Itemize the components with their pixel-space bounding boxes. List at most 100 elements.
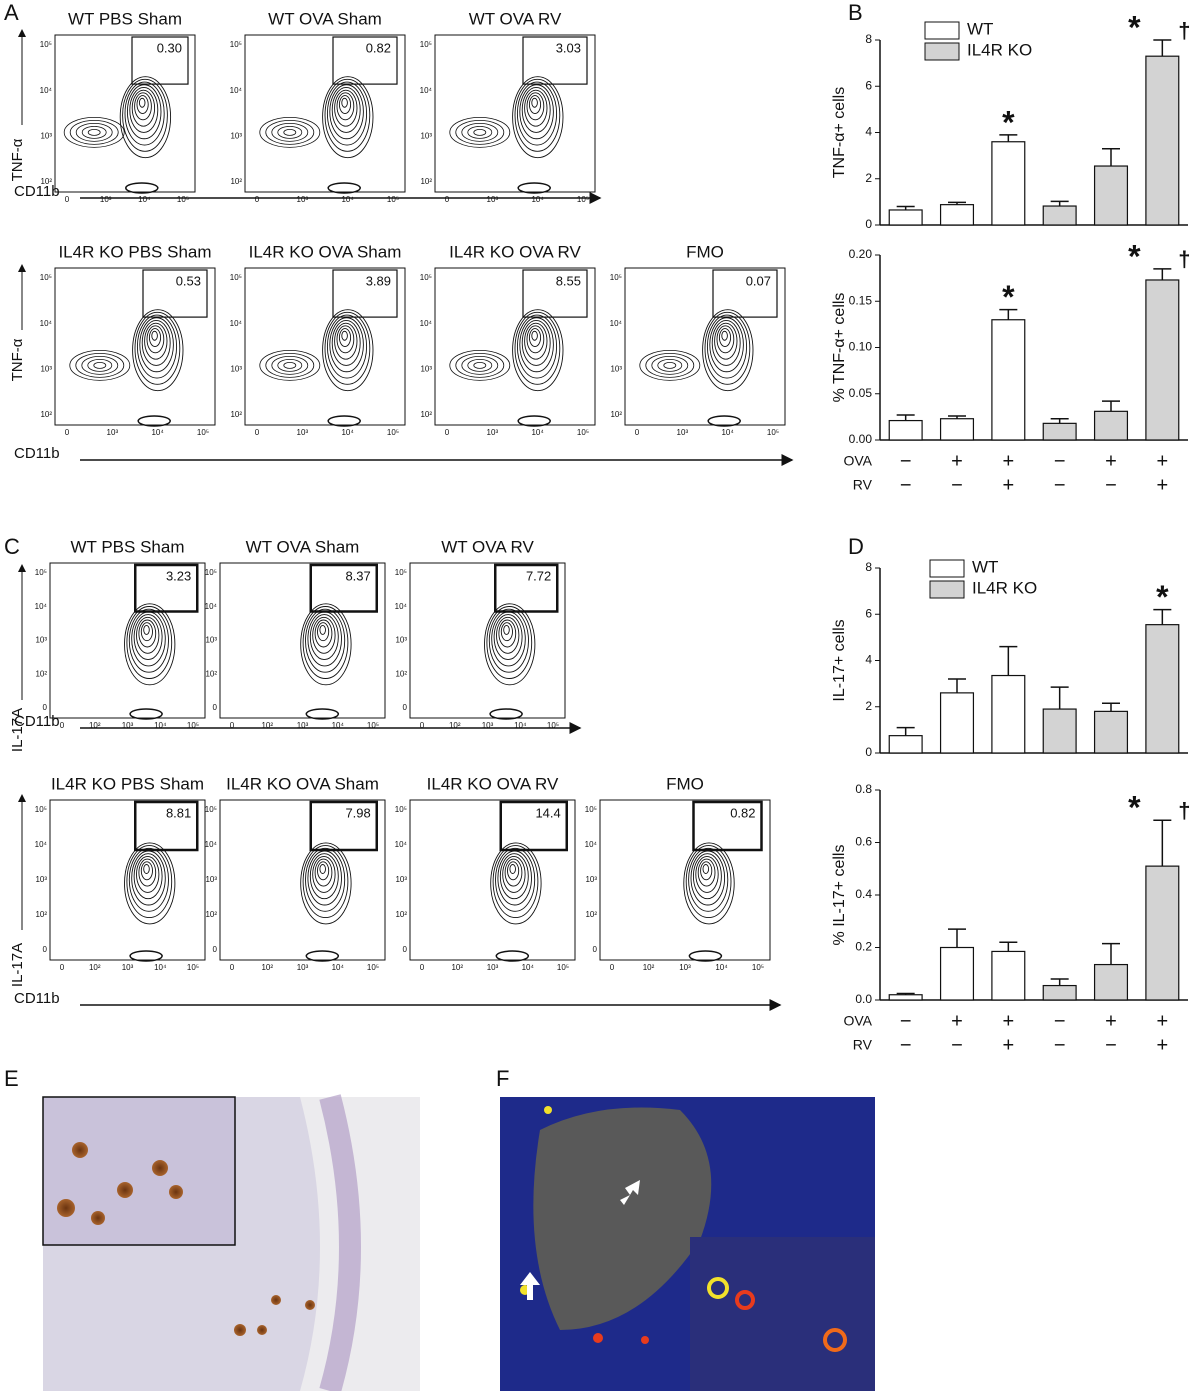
y-tick-label: 0	[43, 703, 48, 712]
condition-label: RV	[853, 1037, 873, 1053]
contour	[526, 92, 545, 121]
y-tick-label: 10³	[230, 131, 242, 140]
contour	[685, 845, 732, 919]
x-tick-label: 0	[230, 963, 235, 972]
contour	[496, 616, 520, 654]
bar	[1042, 422, 1077, 441]
x-tick-label: 10²	[89, 721, 101, 730]
x-tick-label: 10²	[261, 963, 273, 972]
plot-frame	[49, 799, 206, 961]
contour	[125, 182, 159, 194]
gate-value: 8.37	[345, 568, 370, 583]
contour	[124, 603, 176, 686]
contour	[502, 855, 526, 893]
contour	[521, 86, 551, 133]
plot-title: IL4R KO PBS Sham	[51, 774, 204, 793]
contour	[514, 78, 561, 152]
y-tick-label: 10²	[40, 410, 52, 419]
gate	[499, 800, 568, 852]
contour	[331, 319, 361, 366]
contour	[514, 311, 561, 385]
x-tick-label: 10⁴	[341, 195, 354, 204]
legend-swatch	[924, 42, 960, 61]
contour	[517, 182, 551, 194]
x-tick-label: 10⁴	[531, 195, 544, 204]
y-tick-label: 10³	[35, 636, 47, 645]
contour	[265, 119, 315, 145]
micrograph-f	[500, 1097, 875, 1391]
y-tick-label: 0	[43, 945, 48, 954]
x-tick-label: 10³	[679, 963, 691, 972]
legend-swatch	[929, 559, 965, 578]
annotation: *	[1002, 279, 1015, 315]
contour	[136, 95, 149, 114]
y-tick-label: 0.6	[855, 835, 872, 849]
panel-label: F	[496, 1066, 509, 1091]
contour	[449, 116, 511, 148]
x-tick-label: 10⁵	[367, 721, 379, 730]
y-tick-label: 10⁵	[35, 568, 47, 577]
contour	[461, 355, 499, 375]
contour	[517, 415, 551, 427]
y-tick-label: 10⁴	[420, 319, 433, 328]
contour	[473, 128, 487, 136]
y-tick-label: 10⁵	[395, 805, 407, 814]
contour	[495, 847, 536, 912]
y-tick-label: 10²	[610, 410, 622, 419]
x-tick-label: 10³	[122, 721, 134, 730]
contour	[319, 864, 326, 874]
condition-sign: +	[1105, 450, 1117, 472]
contour	[702, 309, 754, 392]
contour	[136, 855, 160, 893]
gate	[522, 269, 588, 318]
gate	[134, 563, 199, 613]
gate	[332, 36, 398, 85]
panel-label: A	[4, 0, 19, 25]
y-tick-label: 10²	[420, 177, 432, 186]
bar	[1042, 708, 1077, 754]
y-tick-label: 10³	[610, 364, 622, 373]
contour	[132, 309, 184, 392]
bar	[1145, 279, 1180, 441]
x-tick-label: 0	[420, 721, 425, 730]
contour	[259, 116, 321, 148]
bar	[939, 692, 975, 754]
contour	[489, 708, 523, 720]
contour	[317, 622, 330, 642]
contour	[126, 845, 173, 919]
contour	[499, 853, 529, 900]
x-tick-label: 10⁵	[187, 721, 199, 730]
contour	[134, 311, 181, 385]
gate	[134, 800, 199, 852]
condition-sign: +	[1156, 1034, 1168, 1056]
contour	[329, 317, 364, 373]
plot-frame	[409, 562, 566, 719]
contour	[69, 119, 119, 145]
x-tick-label: 10⁴	[715, 963, 728, 972]
x-tick-label: 10³	[297, 721, 309, 730]
contour	[309, 614, 339, 661]
contour	[651, 355, 689, 375]
contour	[69, 349, 131, 381]
contour	[300, 603, 352, 686]
y-axis-label: TNF-α	[9, 138, 26, 181]
contour	[488, 608, 529, 673]
x-axis-label: CD11b	[14, 990, 60, 1007]
y-tick-label: 10²	[205, 910, 217, 919]
contour	[124, 842, 176, 925]
annotation: *	[1002, 104, 1015, 140]
contour	[327, 415, 361, 427]
plot-frame	[49, 562, 206, 719]
contour	[516, 314, 558, 379]
y-axis-label: % IL-17+ cells	[831, 845, 848, 946]
y-tick-label: 6	[865, 606, 872, 620]
contour	[683, 842, 735, 925]
x-tick-label: 10⁵	[577, 428, 589, 437]
x-tick-label: 10⁵	[767, 428, 779, 437]
bar	[888, 419, 923, 441]
contour	[138, 97, 146, 108]
contour	[504, 858, 523, 887]
bar	[1145, 865, 1180, 1001]
gate	[494, 563, 559, 613]
y-tick-label: 10⁵	[230, 40, 242, 49]
